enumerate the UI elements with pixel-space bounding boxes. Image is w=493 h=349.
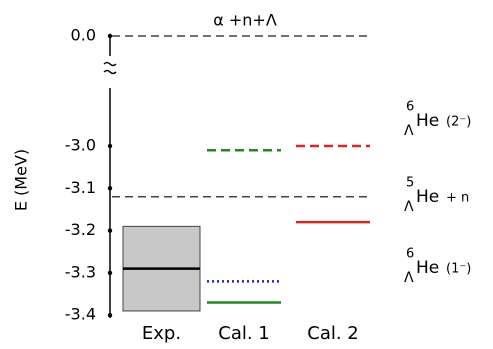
- threshold-label: α +n+Λ: [213, 11, 277, 30]
- hyperon: Λ: [404, 270, 414, 286]
- hyperon: Λ: [404, 123, 414, 139]
- tick-mark: [107, 270, 113, 276]
- column-label: Cal. 2: [307, 323, 359, 344]
- mass-number: 6: [406, 247, 414, 262]
- y-tick-label: -3.2: [65, 220, 96, 239]
- state: + n: [446, 191, 469, 206]
- mass-number: 5: [406, 176, 414, 191]
- column-label: Cal. 1: [218, 323, 270, 344]
- mass-number: 6: [406, 100, 414, 115]
- state-label: 6 Λ He (1⁻): [404, 247, 471, 287]
- y-tick-label: -3.1: [65, 178, 96, 197]
- y-tick-label: 0.0: [71, 26, 96, 45]
- nucleus: He: [416, 187, 439, 207]
- axis-break: [103, 61, 117, 75]
- y-tick-label: -3.0: [65, 136, 96, 155]
- y-tick-label: -3.3: [65, 262, 96, 281]
- state: (1⁻): [446, 262, 471, 277]
- y-axis-label: E (MeV): [12, 149, 31, 211]
- tick-mark: [107, 228, 113, 233]
- state: (2⁻): [446, 115, 471, 130]
- tick-mark: [107, 313, 113, 318]
- tick-mark: [107, 33, 113, 39]
- y-tick-label: -3.4: [65, 305, 96, 324]
- hyperon: Λ: [404, 199, 414, 215]
- nucleus: He: [416, 111, 439, 131]
- column-label: Exp.: [142, 323, 181, 344]
- tick-mark: [107, 143, 113, 149]
- nucleus: He: [416, 258, 439, 278]
- state-label: 6 Λ He (2⁻): [404, 100, 471, 140]
- tick-mark: [107, 186, 113, 191]
- state-label: 5 Λ He + n: [404, 176, 469, 216]
